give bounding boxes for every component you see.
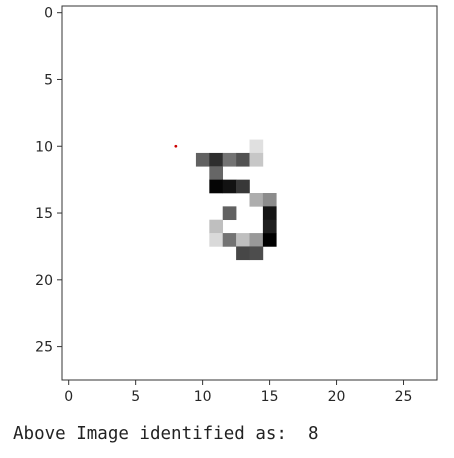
y-tick-label: 15 (35, 206, 53, 222)
pixel-cell (222, 179, 237, 194)
y-tick-label: 5 (44, 72, 53, 88)
y-axis-ticks: 0 5 10 15 20 25 (35, 6, 62, 356)
axes-frame (61, 5, 438, 381)
pixel-cell (236, 233, 250, 247)
pixel-cell (209, 219, 224, 234)
pixel-cell (236, 246, 250, 261)
pixel-cell (249, 193, 264, 207)
pixel-cell (262, 219, 277, 234)
x-tick-label: 5 (131, 389, 140, 405)
pixel-cell (209, 233, 224, 247)
x-tick-label: 10 (194, 389, 212, 405)
pixel-cell (262, 193, 277, 207)
pixel-cell (262, 206, 277, 221)
prediction-caption: Above Image identified as: 8 (13, 424, 319, 444)
y-tick-label: 10 (35, 139, 53, 155)
marker-layer (174, 144, 178, 148)
pixel-cell (249, 152, 264, 167)
pixel-cell (249, 246, 264, 261)
x-tick-label: 20 (328, 389, 346, 405)
y-tick-label: 25 (35, 340, 53, 356)
red-marker-point (174, 144, 178, 148)
pixel-cell (222, 152, 237, 167)
x-tick-label: 0 (64, 389, 73, 405)
pixel-cell (249, 233, 264, 247)
pixel-cell (236, 152, 250, 167)
pixel-cell (195, 152, 210, 167)
pixel-cell (222, 233, 237, 247)
y-tick-label: 0 (44, 6, 53, 22)
pixel-cell (222, 206, 237, 221)
y-tick-label: 20 (35, 273, 53, 289)
x-tick-label: 15 (261, 389, 279, 405)
pixel-cell (209, 166, 224, 180)
x-tick-label: 25 (395, 389, 413, 405)
x-axis-ticks: 0 5 10 15 20 25 (64, 380, 412, 405)
image-plot: 0 5 10 15 20 25 0 5 10 15 20 25 (35, 5, 438, 405)
pixel-cells (195, 139, 277, 261)
pixel-cell (209, 152, 224, 167)
pixel-cell (249, 139, 264, 154)
pixel-cell (236, 179, 250, 194)
pixel-cell (262, 233, 277, 247)
pixel-cell (209, 179, 224, 194)
